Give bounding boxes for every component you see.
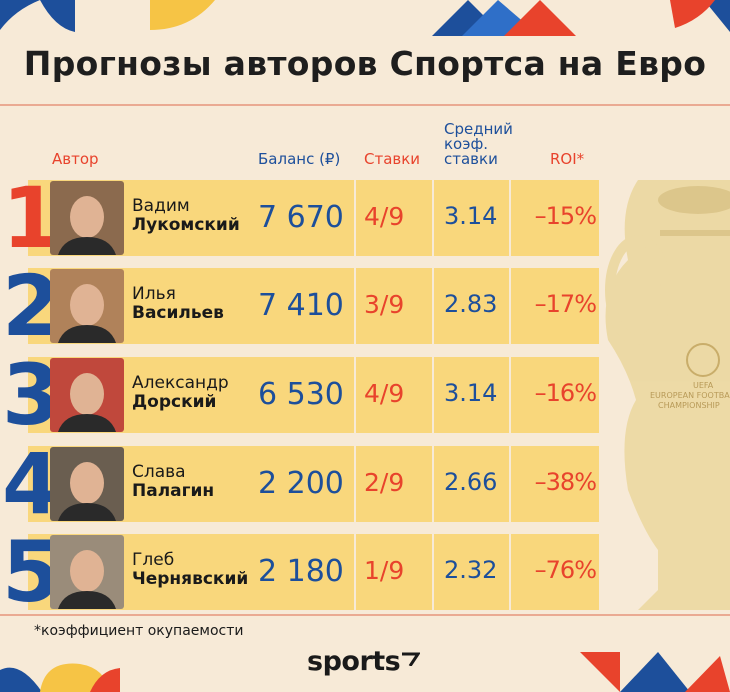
header-avg-coef-line3: ставки	[444, 150, 498, 168]
avg-coef-value: 2.66	[444, 468, 498, 496]
top-right-decor	[432, 0, 730, 36]
author-name: Илья Васильев	[132, 285, 224, 323]
row-cell-background	[511, 268, 599, 344]
avg-coef-value: 3.14	[444, 202, 498, 230]
trophy-image: UEFA EUROPEAN FOOTBALL CHAMPIONSHIP	[605, 180, 730, 610]
row-cell-background	[356, 180, 432, 256]
author-photo	[50, 447, 124, 521]
footer-divider	[0, 614, 730, 616]
bets-value: 2/9	[364, 468, 405, 497]
balance-value: 2 200	[258, 466, 344, 501]
bets-value: 3/9	[364, 290, 405, 319]
balance-value: 6 530	[258, 377, 344, 412]
row-cell-background	[356, 446, 432, 522]
rank-number: 1	[2, 169, 61, 267]
author-photo	[50, 269, 124, 343]
author-name: Александр Дорский	[132, 374, 229, 412]
trophy-text-line3: CHAMPIONSHIP	[658, 401, 720, 410]
author-first-name: Глеб	[132, 550, 175, 570]
author-first-name: Илья	[132, 284, 176, 304]
author-first-name: Слава	[132, 462, 186, 482]
row-cell-background	[434, 357, 509, 433]
author-photo	[50, 181, 124, 255]
author-first-name: Вадим	[132, 196, 190, 216]
sports-logo: sports	[307, 646, 422, 677]
author-last-name: Дорский	[132, 392, 217, 412]
author-last-name: Палагин	[132, 481, 215, 501]
footnote: *коэффициент окупаемости	[34, 623, 244, 639]
row-cell-background	[434, 534, 509, 610]
page-title: Прогнозы авторов Спортса на Евро	[23, 44, 707, 83]
header-roi: ROI*	[550, 150, 585, 168]
roi-value: –76%	[534, 556, 597, 584]
avg-coef-value: 3.14	[444, 379, 498, 407]
roi-value: –17%	[534, 290, 597, 318]
row-cell-background	[511, 357, 599, 433]
logo-mark-icon	[402, 652, 422, 667]
row-cell-background	[356, 268, 432, 344]
balance-value: 7 410	[258, 288, 344, 323]
rank-number: 5	[2, 523, 61, 621]
trophy-text-line2: EUROPEAN FOOTBALL	[650, 391, 730, 400]
row-cell-background	[434, 268, 509, 344]
balance-value: 7 670	[258, 200, 344, 235]
author-name: Глеб Чернявский	[132, 551, 248, 589]
logo-text: sports	[307, 646, 401, 677]
bets-value: 4/9	[364, 202, 405, 231]
author-last-name: Лукомский	[132, 215, 240, 235]
author-first-name: Александр	[132, 373, 229, 393]
row-cell-background	[434, 180, 509, 256]
row-cell-background	[356, 534, 432, 610]
bets-value: 4/9	[364, 379, 405, 408]
row-cell-background	[511, 446, 599, 522]
header-bets: Ставки	[364, 150, 421, 168]
author-last-name: Васильев	[132, 303, 224, 323]
author-name: Слава Палагин	[132, 463, 214, 501]
balance-value: 2 180	[258, 554, 344, 589]
rank-number: 2	[2, 257, 61, 355]
trophy-text-uefa: UEFA	[693, 381, 714, 390]
bottom-right-decor	[580, 652, 730, 692]
roi-value: –38%	[534, 468, 597, 496]
header-avg-coef: Средний коэф. ставки	[444, 122, 513, 167]
title-divider-top	[0, 104, 730, 106]
bets-value: 1/9	[364, 556, 405, 585]
row-cell-background	[434, 446, 509, 522]
author-last-name: Чернявский	[132, 569, 249, 589]
avg-coef-value: 2.32	[444, 556, 498, 584]
avg-coef-value: 2.83	[444, 290, 498, 318]
top-left-decor	[0, 0, 215, 32]
header-author: Автор	[52, 150, 99, 168]
header-avg-coef-line2: коэф.	[444, 135, 489, 153]
row-cell-background	[511, 534, 599, 610]
rank-number: 3	[2, 346, 61, 444]
author-name: Вадим Лукомский	[132, 197, 240, 235]
rank-number: 4	[2, 435, 61, 533]
header-avg-coef-line1: Средний	[444, 120, 513, 138]
roi-value: –16%	[534, 379, 597, 407]
row-cell-background	[356, 357, 432, 433]
bottom-left-decor	[0, 663, 120, 692]
roi-value: –15%	[534, 202, 597, 230]
row-cell-background	[511, 180, 599, 256]
author-photo	[50, 358, 124, 432]
header-balance: Баланс (₽)	[258, 150, 341, 168]
author-photo	[50, 535, 124, 609]
